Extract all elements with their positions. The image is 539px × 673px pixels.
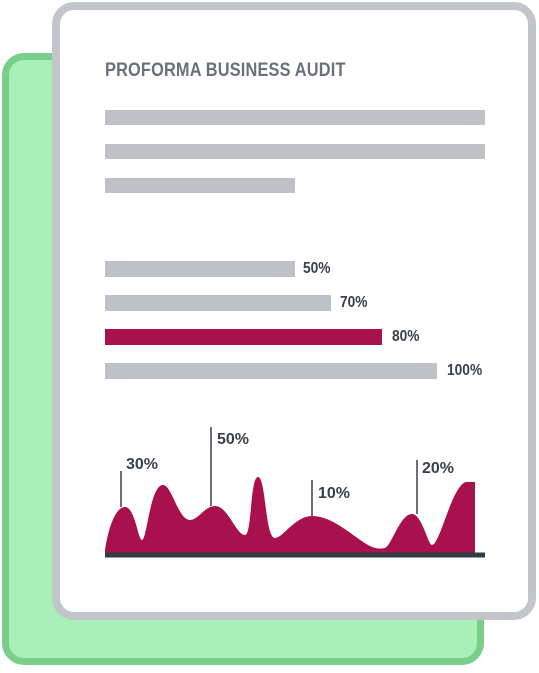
progress-bar-label: 100%: [447, 362, 483, 379]
area-chart-fill: [105, 477, 475, 555]
peak-label: 50%: [217, 431, 249, 448]
progress-bar-label: 80%: [392, 328, 420, 345]
progress-bar: [105, 363, 437, 379]
text-line: [105, 144, 485, 159]
text-line: [105, 110, 485, 125]
progress-bar: [105, 295, 331, 311]
progress-bar: [105, 329, 382, 345]
peak-label: 30%: [126, 456, 158, 473]
progress-bar-label: 70%: [340, 294, 368, 311]
text-line: [105, 178, 295, 193]
progress-bar: [105, 261, 295, 277]
progress-bar-label: 50%: [303, 260, 331, 277]
peak-label: 20%: [422, 460, 454, 477]
document-title: PROFORMA BUSINESS AUDIT: [105, 60, 346, 81]
peak-label: 10%: [318, 485, 350, 502]
